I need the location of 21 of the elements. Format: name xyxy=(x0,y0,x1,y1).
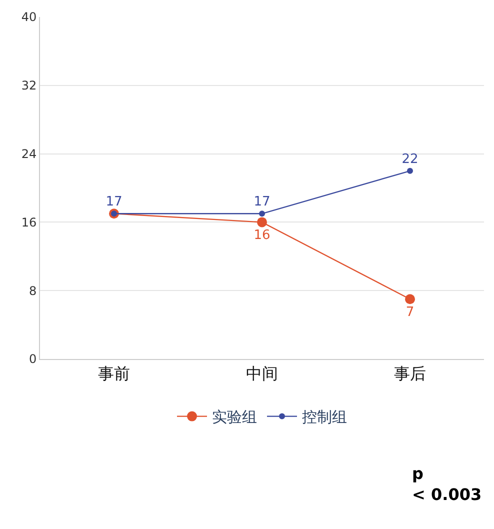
y-tick-label: 40 xyxy=(21,10,37,24)
legend-label: 实验组 xyxy=(212,408,257,426)
x-tick-label: 事前 xyxy=(98,364,130,384)
point xyxy=(259,210,265,217)
legend-label: 控制组 xyxy=(302,408,347,426)
x-tick-label: 中间 xyxy=(246,364,278,384)
data-label: 7 xyxy=(406,305,414,320)
data-label: 17 xyxy=(254,194,270,210)
point xyxy=(407,168,413,174)
data-label: 17 xyxy=(106,194,122,210)
y-tick-label: 32 xyxy=(21,78,37,93)
point xyxy=(257,217,267,228)
data-label: 22 xyxy=(402,152,418,167)
point xyxy=(405,294,415,304)
x-tick-label: 事后 xyxy=(394,364,426,384)
y-tick-label: 8 xyxy=(28,284,37,298)
y-tick-label: 16 xyxy=(21,215,37,230)
y-tick-label: 0 xyxy=(28,352,37,366)
text: p < 0.003 xyxy=(412,464,482,504)
data-label: 16 xyxy=(254,228,270,244)
y-tick-label: 24 xyxy=(21,147,37,161)
